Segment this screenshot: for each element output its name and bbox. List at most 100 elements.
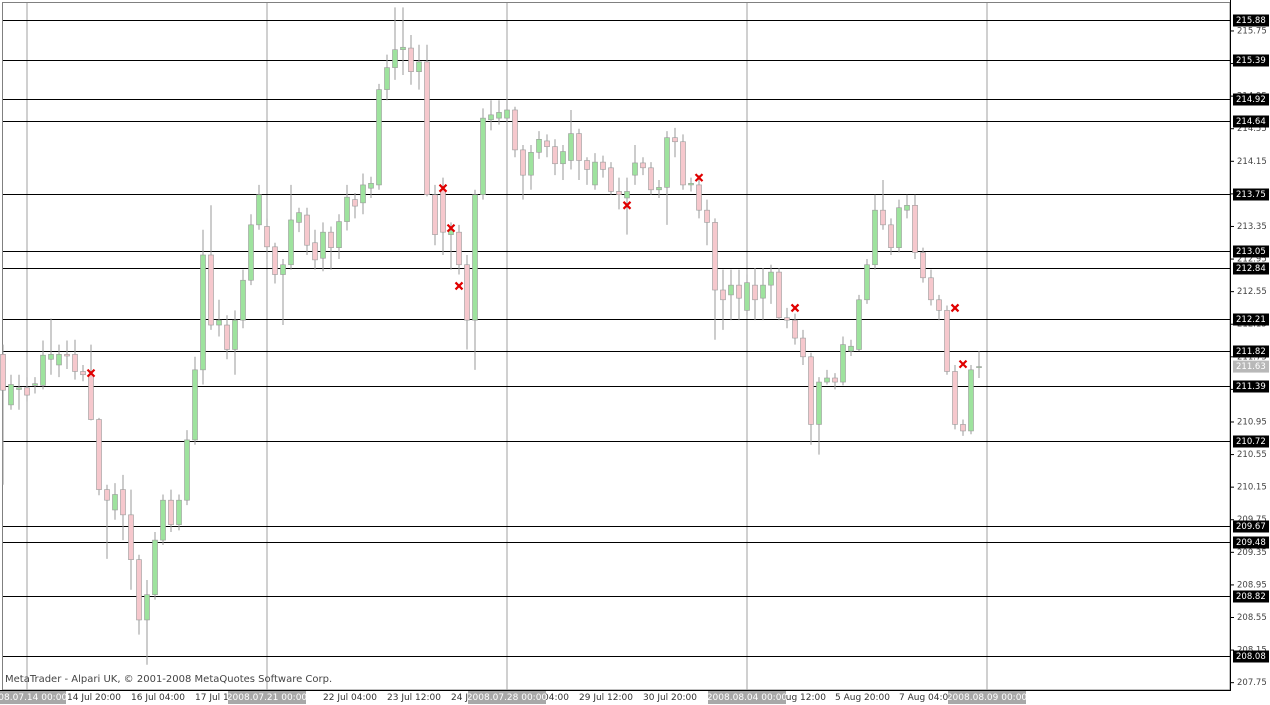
candle-body (480, 117, 486, 195)
candle-body (16, 387, 22, 390)
candle-body (720, 289, 726, 301)
y-tick-label: 212.55 (1237, 287, 1267, 297)
y-tick-label: 210.55 (1237, 450, 1267, 460)
signals (86, 173, 968, 378)
candle-body (152, 539, 158, 595)
y-tick-label: 212.95 (1237, 255, 1267, 265)
separator-label-box (0, 691, 66, 704)
candle-body (320, 231, 326, 259)
candle-body (176, 499, 182, 525)
candle-body (520, 149, 526, 176)
level-label-box (1233, 435, 1269, 448)
candle-body (504, 109, 510, 119)
y-tick-label: 215.75 (1237, 26, 1267, 36)
candle-body (376, 89, 382, 186)
level-label: 214.64 (1236, 117, 1266, 127)
candle-body (272, 246, 278, 275)
candle-body (352, 199, 358, 207)
candle-body (568, 133, 574, 161)
candle-body (56, 354, 62, 366)
level-label: 212.84 (1236, 264, 1266, 274)
x-tick-label: 22 Jul 04:00 (323, 693, 377, 703)
candle-body (32, 383, 38, 386)
level-label: 208.08 (1236, 652, 1266, 662)
candle-body (776, 271, 782, 319)
candle-body (472, 194, 478, 321)
x-tick-label: 29 Jul 12:00 (579, 693, 633, 703)
level-label-box (1233, 262, 1269, 275)
candle-body (360, 184, 366, 204)
candle-body (160, 499, 166, 541)
candle-body (576, 133, 582, 161)
signal-cross (958, 359, 968, 369)
level-label: 213.05 (1236, 247, 1266, 257)
candle-body (808, 356, 814, 425)
x-tick-label: 30 Jul 20:00 (643, 693, 697, 703)
candle-body (672, 137, 678, 143)
separator-label-box (948, 691, 1026, 704)
level-label-box (1233, 536, 1269, 549)
y-tick-label: 208.95 (1237, 580, 1267, 590)
last-price-label: 211.63 (1236, 362, 1266, 372)
candle-body (560, 151, 566, 165)
candle-body (280, 264, 286, 275)
candle-body (464, 264, 470, 321)
candle-body (656, 187, 662, 191)
signal-cross (694, 173, 704, 182)
level-label-box (1233, 14, 1269, 27)
level-label: 212.21 (1236, 315, 1266, 325)
level-label-box (1233, 345, 1269, 358)
separator-label: 2008.07.14 00:00 (0, 693, 67, 703)
candle-body (24, 387, 30, 396)
candle-body (544, 140, 550, 147)
signal-cross (622, 201, 632, 210)
candle-body (704, 209, 710, 223)
level-label: 210.72 (1236, 437, 1266, 447)
candle-body (904, 204, 910, 211)
candle-body (216, 319, 222, 326)
last-price-box (1233, 360, 1269, 373)
candle-body (440, 189, 446, 233)
level-label-box (1233, 54, 1269, 67)
candle-body (496, 112, 502, 119)
level-label: 209.48 (1236, 538, 1266, 548)
candle-body (288, 219, 294, 266)
y-tick-label: 214.55 (1237, 124, 1267, 134)
candle-body (768, 271, 774, 286)
candle-body (872, 209, 878, 266)
candle-body (408, 47, 414, 72)
candle-body (640, 162, 646, 169)
candle-body (824, 377, 830, 383)
candle-body (880, 209, 886, 226)
x-tick-label: 23 Jul 12:00 (387, 693, 441, 703)
candle-body (832, 377, 838, 383)
candle-body (792, 319, 798, 339)
candle-body (960, 424, 966, 432)
candle-body (368, 182, 374, 189)
candle-body (760, 284, 766, 299)
candle-body (88, 374, 94, 420)
candle-body (48, 354, 54, 360)
candle-body (752, 284, 758, 301)
candle-body (680, 141, 686, 186)
level-label-box (1233, 590, 1269, 603)
separator-labels: 2008.07.14 00:00 2008.07.21 00:00 2008.07.… (0, 691, 1027, 704)
candle-body (536, 139, 542, 153)
candle-body (696, 184, 702, 211)
candle-body (384, 67, 390, 90)
candle-body (592, 161, 598, 186)
signal-cross (446, 223, 456, 233)
candle-body (344, 196, 350, 222)
level-label: 214.92 (1236, 95, 1266, 105)
candle-body (424, 61, 430, 195)
level-label: 213.75 (1236, 190, 1266, 200)
candle-body (0, 354, 6, 391)
separator-label-box (708, 691, 786, 704)
candle-body (728, 284, 734, 296)
candle-body (944, 310, 950, 372)
candle-body (608, 167, 614, 192)
candle-body (856, 299, 862, 350)
candle-body (200, 254, 206, 371)
